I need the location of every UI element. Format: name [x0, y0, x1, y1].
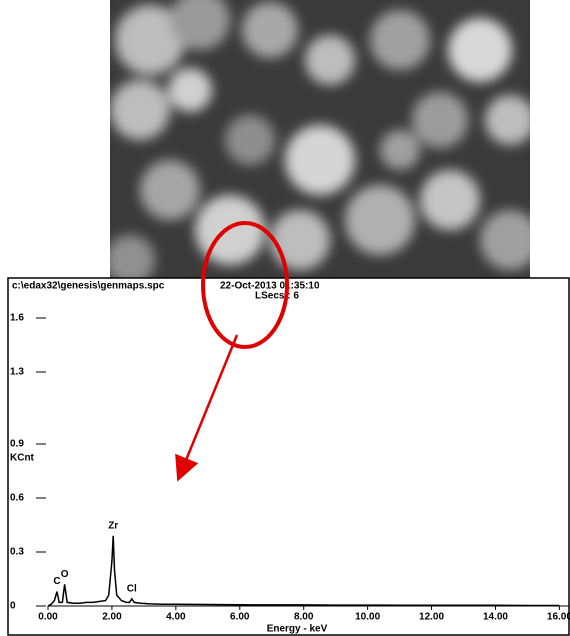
x-tick-label: 16.00: [547, 612, 570, 623]
y-tick-label: 1.6: [10, 313, 24, 324]
peak-label: Cl: [127, 583, 137, 594]
chart-frame: [8, 278, 569, 635]
sem-image: [105, 0, 540, 285]
peak-label: O: [61, 569, 69, 580]
subtitle: LSecs : 6: [255, 291, 299, 302]
x-tick-label: 6.00: [230, 612, 250, 623]
x-tick-label: 0.00: [38, 612, 58, 623]
y-tick-label: 0.6: [10, 493, 24, 504]
y-tick-label: 0: [10, 601, 16, 612]
peak-label: C: [53, 576, 60, 587]
peak-label: Zr: [108, 520, 118, 531]
x-tick-label: 14.00: [483, 612, 508, 623]
x-tick-label: 2.00: [102, 612, 122, 623]
x-tick-label: 10.00: [355, 612, 380, 623]
y-axis-label: KCnt: [10, 453, 35, 464]
x-tick-label: 4.00: [166, 612, 186, 623]
x-axis-label: Energy - keV: [267, 624, 328, 635]
x-tick-label: 8.00: [294, 612, 314, 623]
y-tick-label: 0.3: [10, 547, 24, 558]
x-tick-label: 12.00: [419, 612, 444, 623]
figure: c:\edax32\genesis\genmaps.spc 22-Oct-201…: [0, 0, 570, 636]
y-tick-label: 1.3: [10, 367, 24, 378]
file-path: c:\edax32\genesis\genmaps.spc: [12, 281, 165, 292]
y-tick-label: 0.9: [10, 439, 24, 450]
